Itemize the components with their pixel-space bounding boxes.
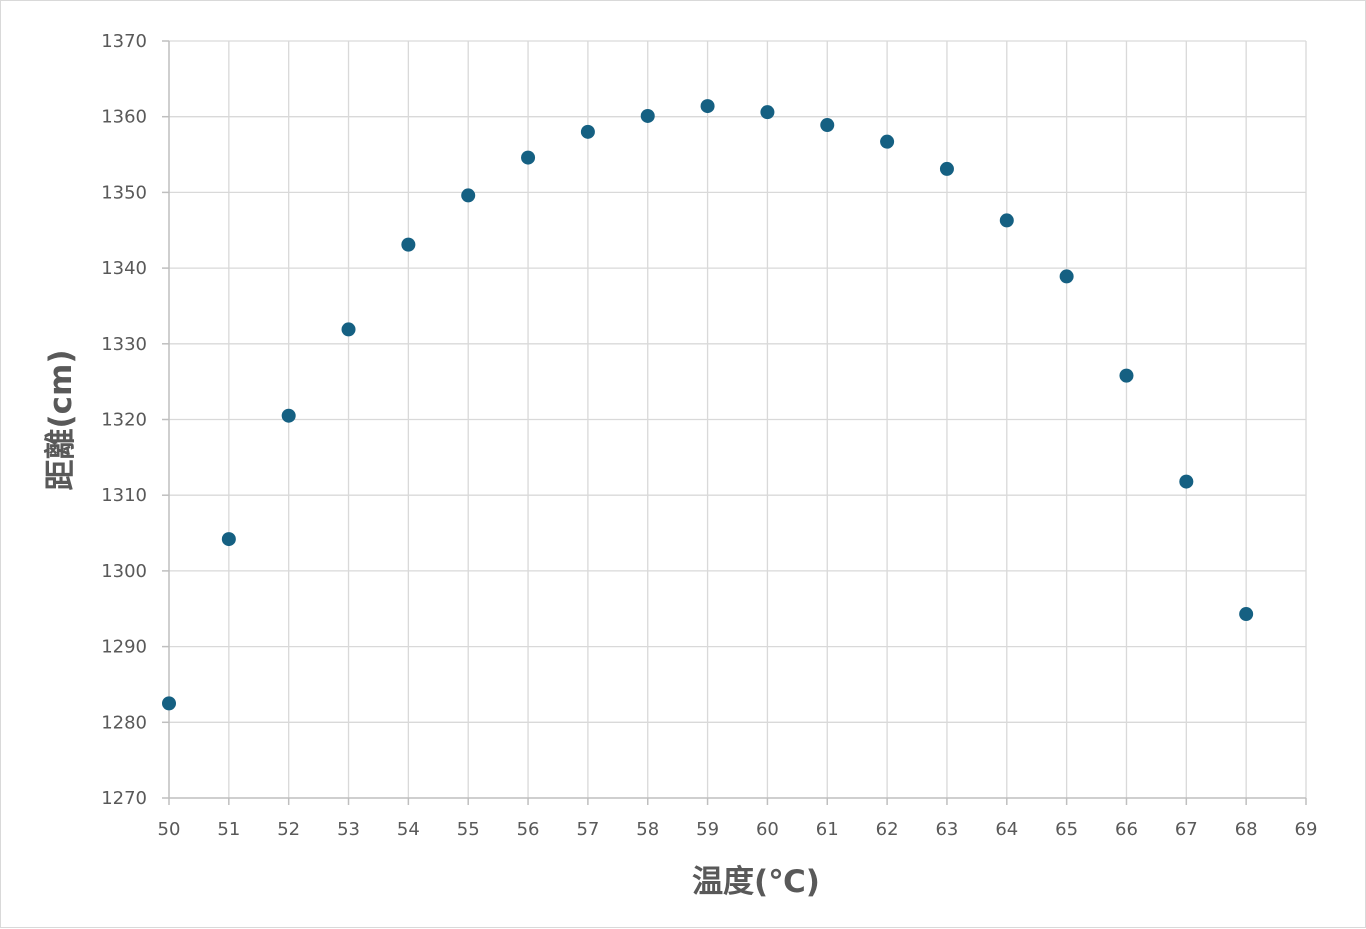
y-tick-label: 1290 [101,637,147,658]
x-tick-label: 68 [1235,819,1258,840]
data-point [401,237,416,252]
data-point [461,188,476,203]
x-tick-label: 50 [158,819,181,840]
x-axis-title: 温度(℃) [692,864,820,900]
x-tick-label: 51 [217,819,240,840]
data-points [162,99,1254,711]
y-axis-title: 距離(cm) [43,349,79,490]
y-tick-label: 1310 [101,485,147,506]
data-point [820,118,835,133]
y-tick-label: 1360 [101,107,147,128]
data-point [999,213,1014,228]
y-tick-label: 1320 [101,410,147,431]
x-tick-label: 62 [876,819,899,840]
y-tick-label: 1280 [101,712,147,733]
data-point [281,408,296,423]
x-tick-label: 67 [1175,819,1198,840]
x-tick-label: 64 [995,819,1018,840]
x-tick-label: 60 [756,819,779,840]
data-point [1119,368,1134,383]
x-tick-label: 63 [935,819,958,840]
data-point [760,105,775,120]
data-point [521,150,536,165]
data-point [880,134,895,149]
data-point [1059,269,1074,284]
data-point [939,161,954,176]
data-point [700,99,715,114]
y-tick-label: 1300 [101,561,147,582]
data-point [580,124,595,139]
y-tick-label: 1270 [101,788,147,809]
data-point [221,532,236,547]
data-point [1179,474,1194,489]
gridlines [169,40,1307,798]
y-tick-label: 1340 [101,258,147,279]
x-tick-label: 59 [696,819,719,840]
x-tick-label: 66 [1115,819,1138,840]
y-axis-tick-labels: 1270 1280 1290 1300 1310 1320 1330 1340 1350 1360… [101,31,147,809]
y-tick-label: 1370 [101,31,147,52]
axes [162,40,1307,805]
x-tick-label: 61 [816,819,839,840]
x-tick-label: 54 [397,819,420,840]
x-tick-label: 56 [517,819,540,840]
y-tick-label: 1350 [101,182,147,203]
data-point [162,696,176,711]
data-point [640,108,655,123]
x-tick-label: 55 [457,819,480,840]
data-point [1239,607,1254,622]
x-tick-label: 52 [277,819,300,840]
x-axis-tick-labels: 50 51 52 53 54 55 56 57 58 59 60 61 62 63 64 65 66 67 68 69 [158,819,1318,840]
x-tick-label: 57 [576,819,599,840]
y-tick-label: 1330 [101,334,147,355]
x-tick-label: 65 [1055,819,1078,840]
x-tick-label: 58 [636,819,659,840]
data-point [341,322,356,337]
x-tick-label: 69 [1295,819,1318,840]
x-tick-label: 53 [337,819,360,840]
